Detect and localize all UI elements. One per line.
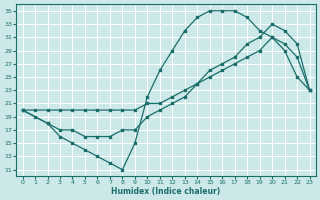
X-axis label: Humidex (Indice chaleur): Humidex (Indice chaleur): [111, 187, 221, 196]
